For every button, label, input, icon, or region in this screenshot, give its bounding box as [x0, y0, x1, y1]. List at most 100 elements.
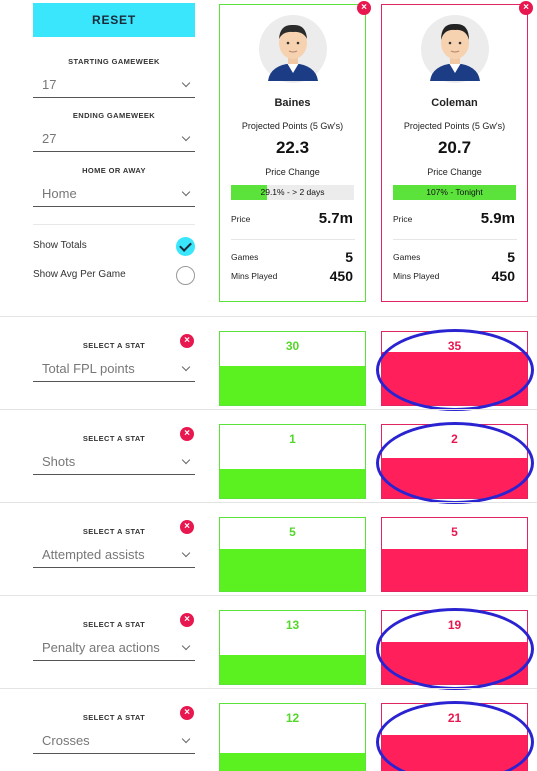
- price-label: Price: [231, 214, 251, 224]
- stat-bar-fill: [382, 351, 527, 405]
- ending-gameweek-value: 27: [42, 131, 57, 146]
- stat-bar-fill: [220, 366, 365, 405]
- stat-bar-fill: [220, 548, 365, 591]
- price-change-fill: [231, 185, 267, 200]
- stat-bar-fill: [220, 468, 365, 498]
- price-change-label: Price Change: [427, 167, 482, 177]
- games-value: 5: [345, 249, 353, 265]
- stat-bar-player-1: 30: [219, 331, 366, 406]
- chevron-down-icon: [181, 187, 191, 197]
- show-totals-label: Show Totals: [33, 240, 87, 251]
- stat-select-value: Crosses: [42, 733, 90, 748]
- stat-bar-fill: [382, 548, 527, 591]
- chevron-down-icon: [181, 641, 191, 651]
- select-stat-label: SELECT A STAT: [82, 713, 146, 722]
- projected-points-label: Projected Points (5 Gw's): [241, 121, 344, 131]
- player-avatar-icon: [259, 15, 327, 83]
- home-or-away-value: Home: [42, 186, 77, 201]
- stat-value: 12: [285, 711, 300, 725]
- reset-button[interactable]: RESET: [33, 3, 195, 37]
- projected-points-value: 20.7: [437, 138, 472, 157]
- stat-bar-player-1: 12: [219, 703, 366, 771]
- ending-gameweek-select[interactable]: 27: [33, 128, 195, 152]
- select-stat-label: SELECT A STAT: [82, 434, 146, 443]
- close-icon[interactable]: ×: [180, 613, 194, 627]
- stat-bar-fill: [220, 752, 365, 771]
- stat-select[interactable]: Shots: [33, 451, 195, 475]
- row-divider: [0, 502, 537, 503]
- player-name: Coleman: [431, 97, 478, 109]
- close-icon[interactable]: ×: [519, 1, 533, 15]
- show-avg-label: Show Avg Per Game: [33, 269, 126, 280]
- chevron-down-icon: [181, 78, 191, 88]
- card-divider: [231, 239, 355, 240]
- stat-value: 21: [447, 711, 462, 725]
- stat-bar-fill: [382, 735, 527, 771]
- close-icon[interactable]: ×: [180, 520, 194, 534]
- price-change-label: Price Change: [265, 167, 320, 177]
- stat-select[interactable]: Total FPL points: [33, 358, 195, 382]
- stat-value: 13: [285, 618, 300, 632]
- stat-bar-fill: [382, 457, 527, 498]
- select-stat-label: SELECT A STAT: [82, 620, 146, 629]
- row-divider: [0, 316, 537, 317]
- home-or-away-select[interactable]: Home: [33, 183, 195, 207]
- stat-value: 5: [451, 525, 458, 539]
- stat-select[interactable]: Crosses: [33, 730, 195, 754]
- chevron-down-icon: [181, 132, 191, 142]
- stat-value: 5: [289, 525, 296, 539]
- price-change-text: 107% - Tonight: [426, 187, 483, 197]
- close-icon[interactable]: ×: [180, 427, 194, 441]
- stat-select-value: Total FPL points: [42, 361, 135, 376]
- close-icon[interactable]: ×: [357, 1, 371, 15]
- show-avg-radio[interactable]: [176, 266, 195, 285]
- games-label: Games: [393, 252, 421, 262]
- divider: [33, 224, 195, 225]
- stat-value: 35: [447, 339, 462, 353]
- select-stat-label: SELECT A STAT: [82, 341, 146, 350]
- stat-value: 30: [285, 339, 300, 353]
- row-divider: [0, 409, 537, 410]
- chevron-down-icon: [181, 362, 191, 372]
- row-divider: [0, 595, 537, 596]
- stat-bar-player-1: 1: [219, 424, 366, 499]
- mins-played-label: Mins Played: [231, 271, 278, 281]
- close-icon[interactable]: ×: [180, 334, 194, 348]
- stat-bar-player-2: 21: [381, 703, 528, 771]
- stat-bar-player-2: 5: [381, 517, 528, 592]
- chevron-down-icon: [181, 734, 191, 744]
- ending-gameweek-label: ENDING GAMEWEEK: [72, 111, 156, 120]
- price-value: 5.7m: [318, 210, 353, 227]
- stat-bar-fill: [382, 641, 527, 684]
- stat-value: 2: [451, 432, 458, 446]
- games-label: Games: [231, 252, 259, 262]
- player-name: Baines: [274, 97, 311, 109]
- starting-gameweek-label: STARTING GAMEWEEK: [68, 57, 160, 66]
- stat-bar-player-2: 35: [381, 331, 528, 406]
- stat-select[interactable]: Attempted assists: [33, 544, 195, 568]
- player-avatar-icon: [421, 15, 489, 83]
- stat-select-value: Shots: [42, 454, 76, 469]
- stat-select-value: Penalty area actions: [42, 640, 160, 655]
- price-change-bar: 29.1% - > 2 days: [231, 185, 354, 200]
- card-divider: [393, 239, 517, 240]
- projected-points-label: Projected Points (5 Gw's): [403, 121, 506, 131]
- price-change-text: 29.1% - > 2 days: [260, 187, 325, 197]
- stat-bar-player-1: 5: [219, 517, 366, 592]
- player-card-2: × Coleman Projected Points (5 Gw's) 20.7…: [381, 1, 533, 302]
- chevron-down-icon: [181, 548, 191, 558]
- close-icon[interactable]: ×: [180, 706, 194, 720]
- price-value: 5.9m: [480, 210, 515, 227]
- starting-gameweek-select[interactable]: 17: [33, 74, 195, 98]
- stat-select[interactable]: Penalty area actions: [33, 637, 195, 661]
- stat-bar-player-2: 2: [381, 424, 528, 499]
- chevron-down-icon: [181, 455, 191, 465]
- price-change-fill: [393, 185, 516, 200]
- projected-points-value: 22.3: [275, 138, 310, 157]
- show-totals-radio[interactable]: [176, 237, 195, 256]
- stat-bar-fill: [220, 654, 365, 684]
- mins-played-value: 450: [329, 268, 353, 284]
- stat-bar-player-2: 19: [381, 610, 528, 685]
- stat-value: 1: [289, 432, 296, 446]
- starting-gameweek-value: 17: [42, 77, 57, 92]
